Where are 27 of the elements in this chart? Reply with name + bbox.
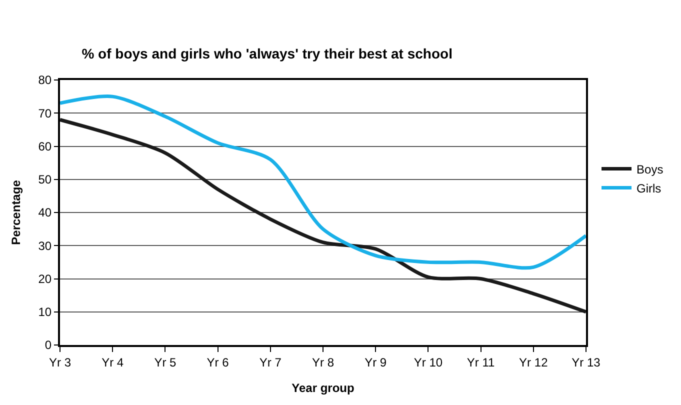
x-tick-label: Yr 6 [206, 355, 230, 370]
y-tick-label: 20 [38, 272, 52, 286]
legend-label: Boys [636, 162, 664, 176]
x-tick-label: Yr 4 [102, 355, 124, 370]
chart-title: % of boys and girls who 'always' try their best at school [82, 45, 452, 62]
x-tick-label: Yr 12 [519, 355, 548, 370]
y-tick-label: 30 [38, 238, 52, 253]
x-tick-label: Yr 3 [48, 355, 72, 370]
x-tick-label: Yr 10 [414, 355, 443, 370]
y-tick-label: 80 [38, 73, 52, 88]
x-axis-title: Year group [292, 380, 354, 395]
y-tick-label: 40 [38, 206, 52, 220]
line-series [60, 94, 586, 270]
y-tick-label: 60 [38, 139, 52, 154]
line-series [60, 118, 586, 314]
x-tick-label: Yr 9 [364, 355, 387, 370]
y-tick-label: 0 [44, 338, 52, 352]
x-tick-label: Yr 7 [259, 355, 282, 370]
x-tick-label: Yr 11 [466, 355, 496, 370]
x-tick-label: Yr 8 [312, 355, 334, 370]
y-tick-label: 50 [38, 172, 52, 187]
y-tick-label: 10 [38, 305, 52, 320]
x-tick-label: Yr 13 [572, 355, 601, 370]
x-tick-label: Yr 5 [154, 355, 177, 370]
legend-label: Girls [636, 181, 662, 196]
y-tick-label: 70 [38, 106, 52, 120]
y-axis-title: Percentage [9, 180, 24, 245]
